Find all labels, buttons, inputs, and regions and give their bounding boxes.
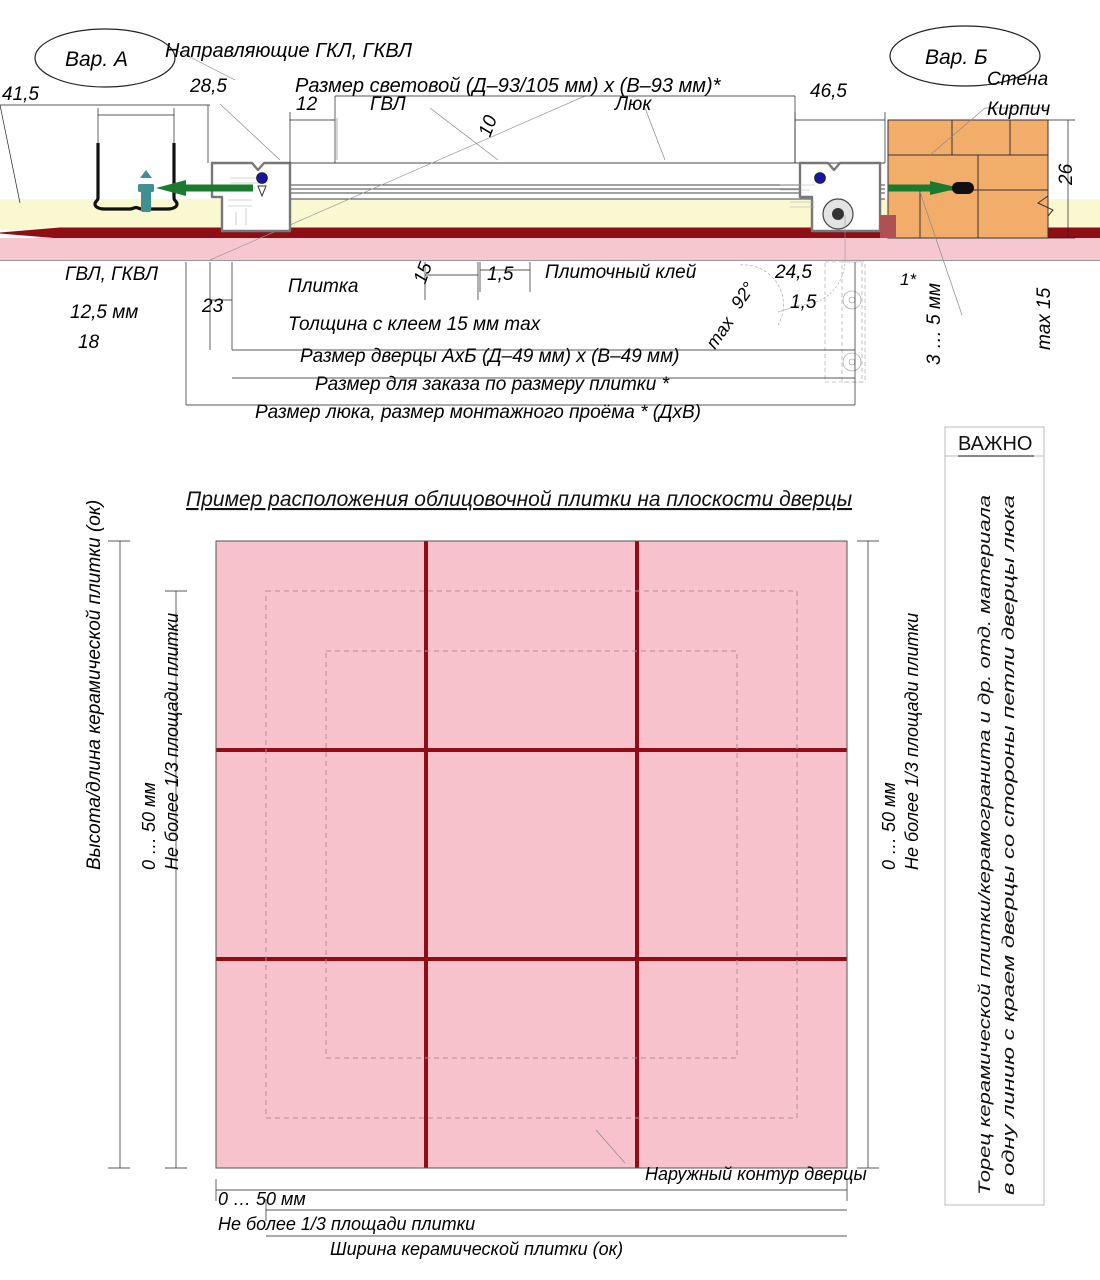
svg-text:Вар. А: Вар. А — [65, 48, 128, 71]
svg-text:Размер для заказа по размеру п: Размер для заказа по размеру плитки * — [315, 374, 670, 395]
svg-text:0 … 50 мм: 0 … 50 мм — [879, 782, 899, 870]
svg-text:Ширина керамической плитки (ок: Ширина керамической плитки (ок) — [330, 1239, 623, 1259]
svg-text:ГВЛ, ГКВЛ: ГВЛ, ГКВЛ — [65, 264, 159, 285]
svg-text:Размер дверцы АхБ (Д–49 мм) х: Размер дверцы АхБ (Д–49 мм) х (В–49 мм) — [300, 346, 679, 367]
svg-text:Наружный контур дверцы: Наружный контур дверцы — [645, 1164, 867, 1184]
svg-text:12: 12 — [296, 94, 318, 115]
svg-text:Направляющие ГКЛ, ГКВЛ: Направляющие ГКЛ, ГКВЛ — [165, 40, 412, 62]
svg-text:Вар. Б: Вар. Б — [925, 46, 988, 69]
svg-text:Торец керамической плитки/кера: Торец керамической плитки/керамогранита … — [975, 495, 994, 1195]
svg-text:Плиточный клей: Плиточный клей — [545, 262, 697, 283]
svg-text:Высота/длина керамической плит: Высота/длина керамической плитки (ок) — [84, 500, 105, 870]
svg-text:23: 23 — [201, 296, 224, 317]
svg-text:1*: 1* — [900, 270, 917, 289]
svg-text:ВАЖНО: ВАЖНО — [958, 433, 1032, 455]
svg-text:3 … 5 мм: 3 … 5 мм — [924, 283, 945, 365]
svg-text:1,5: 1,5 — [487, 264, 514, 285]
svg-text:0 … 50 мм: 0 … 50 мм — [218, 1189, 306, 1209]
svg-text:Размер световой (Д–93/105 мм): Размер световой (Д–93/105 мм) х (В–93 мм… — [295, 75, 722, 97]
svg-text:Плитка: Плитка — [288, 276, 358, 297]
svg-text:18: 18 — [78, 332, 100, 353]
svg-text:24,5: 24,5 — [774, 262, 812, 283]
svg-text:46,5: 46,5 — [810, 81, 847, 102]
svg-text:28,5: 28,5 — [189, 76, 227, 97]
svg-text:Не более 1/3 площади плитки: Не более 1/3 площади плитки — [902, 613, 922, 870]
svg-text:ГВЛ: ГВЛ — [370, 94, 407, 115]
svg-text:0 … 50 мм: 0 … 50 мм — [139, 782, 159, 870]
svg-text:1,5: 1,5 — [790, 292, 817, 313]
svg-text:max 15: max 15 — [1034, 287, 1055, 350]
svg-text:Пример расположения облицовочн: Пример расположения облицовочной плитки … — [186, 488, 853, 511]
svg-text:26: 26 — [1056, 163, 1077, 186]
svg-text:Толщина с клеем 15 мм max: Толщина с клеем 15 мм max — [288, 314, 542, 335]
svg-text:в одну линию с краем дверцы со: в одну линию с краем дверцы со стороны п… — [999, 495, 1018, 1195]
svg-text:Кирпич: Кирпич — [987, 99, 1050, 120]
svg-text:Стена: Стена — [987, 69, 1048, 90]
svg-text:Люк: Люк — [613, 94, 652, 115]
svg-text:41,5: 41,5 — [2, 84, 39, 105]
svg-text:Не более 1/3 площади плитки: Не более 1/3 площади плитки — [162, 613, 182, 870]
svg-text:Не более 1/3 площади плитки: Не более 1/3 площади плитки — [218, 1214, 475, 1234]
svg-text:12,5 мм: 12,5 мм — [70, 302, 138, 323]
